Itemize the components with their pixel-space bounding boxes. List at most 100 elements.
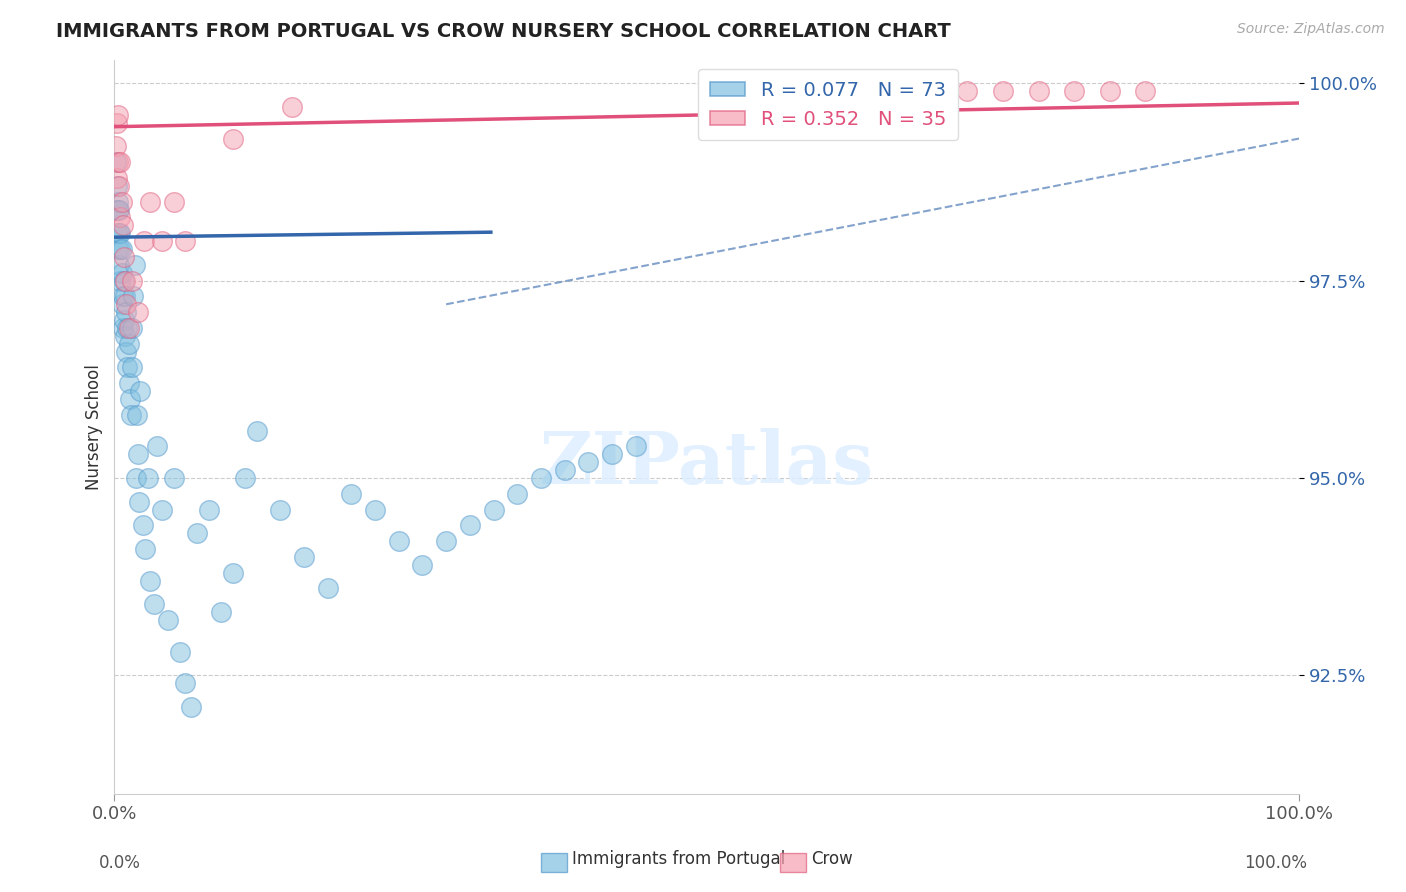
Point [128,494,150,508]
Point [108,178,131,193]
Point [222,131,245,145]
Point [107,242,129,256]
Point [110,226,132,240]
Point [114,274,136,288]
Point [156,613,179,627]
Point [110,266,132,280]
Point [121,274,143,288]
Point [114,329,136,343]
Point [932,84,955,98]
Point [163,194,186,209]
Point [117,360,139,375]
Point [110,297,132,311]
Point [838,84,860,98]
Point [120,408,142,422]
Point [530,471,553,485]
Point [163,471,186,485]
Point [125,408,148,422]
Point [108,202,131,217]
Point [150,502,173,516]
Point [117,321,139,335]
Point [105,116,128,130]
Point [105,178,128,193]
Legend: R = 0.077   N = 73, R = 0.352   N = 35: R = 0.077 N = 73, R = 0.352 N = 35 [699,70,957,140]
Point [134,541,156,556]
Point [174,234,197,248]
Text: 0.0%: 0.0% [98,855,141,872]
Point [110,155,132,169]
Point [281,100,304,114]
Y-axis label: Nursery School: Nursery School [86,364,103,490]
Point [112,313,135,327]
Point [127,305,149,319]
Point [121,321,143,335]
Point [364,502,387,516]
Point [125,471,148,485]
Point [755,84,778,98]
Point [169,644,191,658]
Point [115,297,138,311]
Point [814,84,837,98]
Point [122,289,145,303]
Point [1098,84,1121,98]
Point [139,194,162,209]
Point [124,258,146,272]
Point [105,226,128,240]
Text: ZIPatlas: ZIPatlas [540,428,875,499]
Point [340,487,363,501]
Point [104,139,127,153]
Point [554,463,576,477]
Text: Immigrants from Portugal: Immigrants from Portugal [572,850,786,868]
Point [118,392,141,406]
Point [458,518,481,533]
Point [1135,84,1157,98]
Point [576,455,599,469]
Point [146,439,169,453]
Point [111,321,134,335]
Point [1063,84,1085,98]
Point [186,526,208,541]
Point [112,274,135,288]
Point [142,597,165,611]
Point [110,211,132,225]
Point [233,471,256,485]
Point [110,274,132,288]
Point [117,336,139,351]
Point [132,234,155,248]
Point [1028,84,1050,98]
Point [209,605,232,619]
Point [111,289,134,303]
Point [908,84,931,98]
Point [132,518,155,533]
Point [506,487,529,501]
Point [107,194,129,209]
Point [150,234,173,248]
Text: Source: ZipAtlas.com: Source: ZipAtlas.com [1237,22,1385,37]
Point [115,305,138,319]
Point [115,344,138,359]
Point [624,439,647,453]
Point [121,360,143,375]
Point [245,424,267,438]
Text: 100.0%: 100.0% [1244,855,1308,872]
Point [108,258,131,272]
Point [105,171,128,186]
Point [434,534,457,549]
Point [956,84,979,98]
Point [117,376,139,391]
Point [110,242,132,256]
Point [112,250,135,264]
Point [104,202,127,217]
Point [222,566,245,580]
Point [108,226,131,240]
Point [600,447,623,461]
Point [292,549,315,564]
Point [104,155,127,169]
Point [873,84,896,98]
Point [411,558,433,572]
Point [107,108,129,122]
Point [198,502,221,516]
Point [129,384,152,398]
Point [117,321,139,335]
Point [136,471,159,485]
